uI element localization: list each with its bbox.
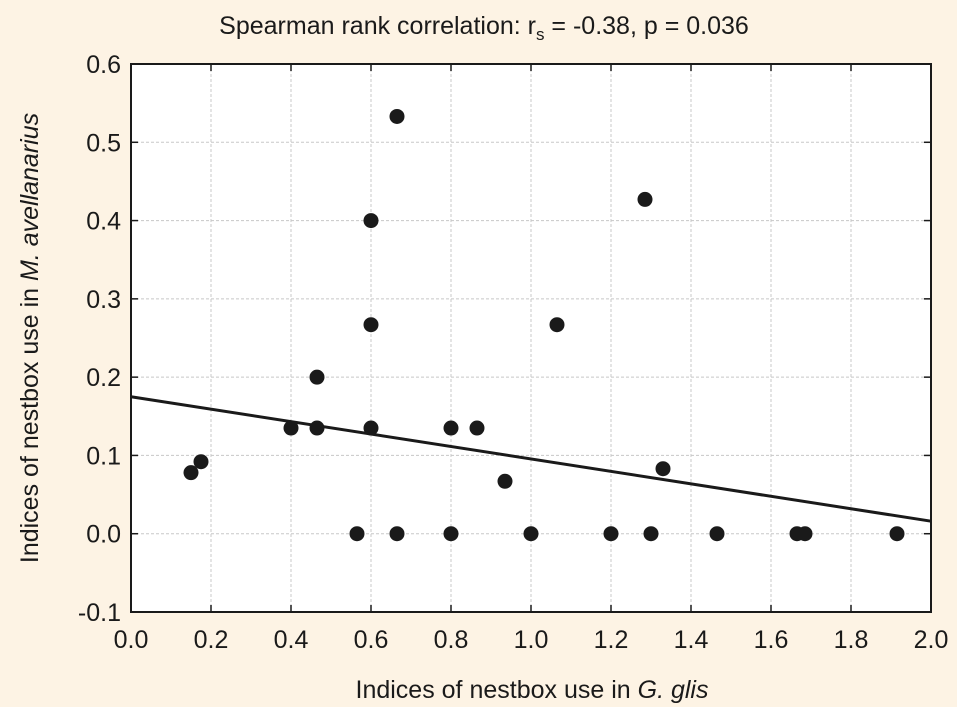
data-point: [363, 317, 379, 333]
data-point: [283, 420, 299, 436]
data-point: [603, 526, 619, 542]
x-tick-label: 0.0: [114, 626, 149, 654]
y-tick-label: 0.1: [86, 442, 121, 470]
data-point: [309, 369, 325, 385]
x-axis-label: Indices of nestbox use in G. glis: [356, 676, 709, 704]
regression-line: [130, 395, 932, 523]
data-point: [637, 191, 653, 207]
data-point: [497, 473, 513, 489]
data-point: [797, 526, 813, 542]
x-tick-label: 1.0: [514, 626, 549, 654]
data-point: [443, 420, 459, 436]
data-point: [889, 526, 905, 542]
x-tick-label: 0.4: [274, 626, 309, 654]
y-tick-label: 0.3: [86, 286, 121, 314]
x-axis: 0.0 0.2 0.4 0.6 0.8 1.0 1.2 1.4 1.6 1.8 2.0: [114, 64, 949, 654]
x-tick-label: 2.0: [914, 626, 949, 654]
data-point: [389, 108, 405, 124]
y-tick-label: 0.0: [86, 521, 121, 549]
data-point: [363, 420, 379, 436]
data-point: [643, 526, 659, 542]
data-point: [193, 454, 209, 470]
y-axis: -0.1 0.0 0.1 0.2 0.3 0.4 0.5 0.6: [78, 51, 931, 627]
y-tick-label: 0.5: [86, 129, 121, 157]
y-tick-label: 0.6: [86, 51, 121, 79]
data-point: [523, 526, 539, 542]
y-axis-label: Indices of nestbox use in M. avellanariu…: [16, 113, 44, 563]
data-point: [389, 526, 405, 542]
data-point: [469, 420, 485, 436]
x-tick-label: 1.2: [594, 626, 629, 654]
x-tick-label: 1.4: [674, 626, 709, 654]
y-tick-label: -0.1: [78, 599, 121, 627]
x-tick-label: 0.8: [434, 626, 469, 654]
data-point: [363, 213, 379, 229]
data-point: [309, 420, 325, 436]
data-point: [709, 526, 725, 542]
data-point: [349, 526, 365, 542]
data-points: [183, 108, 905, 542]
y-tick-label: 0.2: [86, 364, 121, 392]
x-tick-label: 0.2: [194, 626, 229, 654]
data-point: [183, 465, 199, 481]
data-point: [443, 526, 459, 542]
chart-title: Spearman rank correlation: rs = -0.38, p…: [219, 12, 749, 44]
x-tick-label: 1.8: [834, 626, 869, 654]
x-tick-label: 1.6: [754, 626, 789, 654]
x-tick-label: 0.6: [354, 626, 389, 654]
data-point: [655, 461, 671, 477]
y-tick-label: 0.4: [86, 208, 121, 236]
data-point: [549, 317, 565, 333]
